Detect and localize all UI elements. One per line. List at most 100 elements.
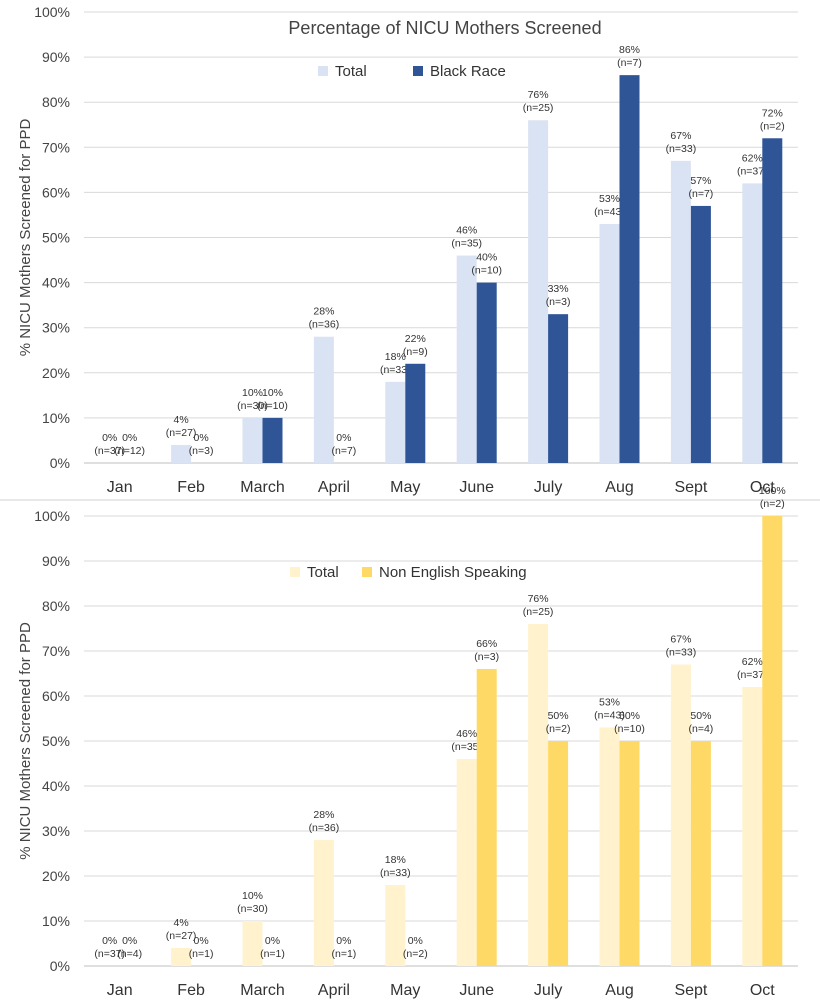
bar-total [599, 223, 620, 463]
data-label-value: 22% [405, 333, 426, 345]
data-label-n: (n=27) [166, 427, 197, 439]
bar-subgroup [548, 314, 569, 463]
y-tick-label: 10% [42, 913, 70, 929]
data-label-value: 28% [313, 306, 334, 318]
x-tick-label: Sept [674, 982, 707, 999]
bar-total [456, 759, 477, 966]
data-label-n: (n=30) [237, 400, 268, 412]
x-tick-label: Oct [750, 982, 775, 999]
data-label-n: (n=43) [594, 206, 625, 218]
bar-subgroup [476, 282, 497, 463]
data-label-value: 50% [619, 710, 640, 722]
x-tick-label: Oct [750, 479, 775, 496]
data-label-n: (n=33) [380, 867, 411, 879]
data-label-n: (n=27) [166, 930, 197, 942]
legend-label: Non English Speaking [379, 564, 527, 581]
x-tick-label: May [390, 982, 420, 999]
y-tick-label: 60% [42, 184, 70, 200]
data-label-value: 0% [408, 935, 423, 947]
bar-subgroup [690, 741, 711, 966]
data-label-value: 4% [174, 414, 189, 426]
y-tick-label: 90% [42, 553, 70, 569]
y-tick-label: 100% [34, 4, 70, 20]
y-tick-label: 10% [42, 410, 70, 426]
data-label-value: 50% [690, 710, 711, 722]
legend-label: Total [307, 564, 339, 581]
x-tick-label: July [534, 982, 562, 999]
x-tick-label: Aug [605, 479, 633, 496]
data-label-n: (n=2) [403, 948, 428, 960]
data-label-n: (n=3) [189, 445, 214, 457]
bar-total [313, 336, 334, 463]
data-label-n: (n=37) [737, 165, 768, 177]
x-tick-label: Aug [605, 982, 633, 999]
legend-swatch [290, 567, 300, 577]
data-label-value: 50% [548, 710, 569, 722]
x-tick-label: Feb [177, 982, 205, 999]
data-label-n: (n=1) [189, 948, 214, 960]
data-label-value: 53% [599, 193, 620, 205]
data-label-n: (n=25) [523, 102, 554, 114]
y-tick-label: 0% [50, 958, 70, 974]
data-label-value: 18% [385, 854, 406, 866]
bar-total [742, 183, 763, 463]
legend-swatch [362, 567, 372, 577]
bar-subgroup [619, 741, 640, 966]
data-label-n: (n=7) [688, 188, 713, 200]
y-tick-label: 20% [42, 365, 70, 381]
bar-subgroup [548, 741, 569, 966]
data-label-value: 46% [456, 225, 477, 237]
data-label-n: (n=35) [451, 741, 482, 753]
data-label-value: 57% [690, 175, 711, 187]
data-label-n: (n=36) [309, 822, 340, 834]
data-label-value: 10% [262, 387, 283, 399]
data-label-value: 72% [762, 107, 783, 119]
y-tick-label: 100% [34, 508, 70, 524]
bar-total [242, 921, 263, 966]
y-tick-label: 30% [42, 823, 70, 839]
data-label-value: 86% [619, 44, 640, 56]
data-label-value: 66% [476, 638, 497, 650]
data-label-value: 76% [528, 89, 549, 101]
y-tick-label: 70% [42, 139, 70, 155]
data-label-n: (n=10) [471, 265, 502, 277]
data-label-n: (n=43) [594, 710, 625, 722]
x-tick-label: Sept [674, 479, 707, 496]
data-label-value: 10% [242, 890, 263, 902]
bar-subgroup [405, 363, 426, 463]
bar-total [385, 885, 406, 966]
x-tick-label: Jan [107, 479, 133, 496]
data-label-n: (n=37) [94, 445, 125, 457]
y-tick-label: 30% [42, 320, 70, 336]
data-label-value: 76% [528, 593, 549, 605]
data-label-n: (n=33) [666, 143, 697, 155]
legend-label: Total [335, 63, 367, 80]
data-label-value: 67% [670, 634, 691, 646]
y-tick-label: 50% [42, 733, 70, 749]
data-label-value: 0% [102, 432, 117, 444]
y-tick-label: 40% [42, 778, 70, 794]
data-label-n: (n=3) [546, 296, 571, 308]
data-label-value: 0% [194, 935, 209, 947]
bar-total [456, 255, 477, 463]
data-label-n: (n=12) [114, 445, 145, 457]
bar-subgroup [690, 205, 711, 463]
legend-swatch [318, 66, 328, 76]
y-tick-label: 80% [42, 598, 70, 614]
y-tick-label: 50% [42, 230, 70, 246]
data-label-value: 10% [242, 387, 263, 399]
bar-subgroup [476, 669, 497, 966]
x-tick-label: March [240, 982, 284, 999]
bar-total [670, 664, 691, 966]
bar-total [171, 948, 192, 966]
x-tick-label: July [534, 479, 562, 496]
bar-total [385, 381, 406, 463]
x-tick-label: Jan [107, 982, 133, 999]
data-label-value: 100% [759, 485, 786, 497]
y-tick-label: 40% [42, 275, 70, 291]
bar-total [670, 160, 691, 463]
data-label-value: 18% [385, 351, 406, 363]
data-label-n: (n=10) [257, 400, 288, 412]
